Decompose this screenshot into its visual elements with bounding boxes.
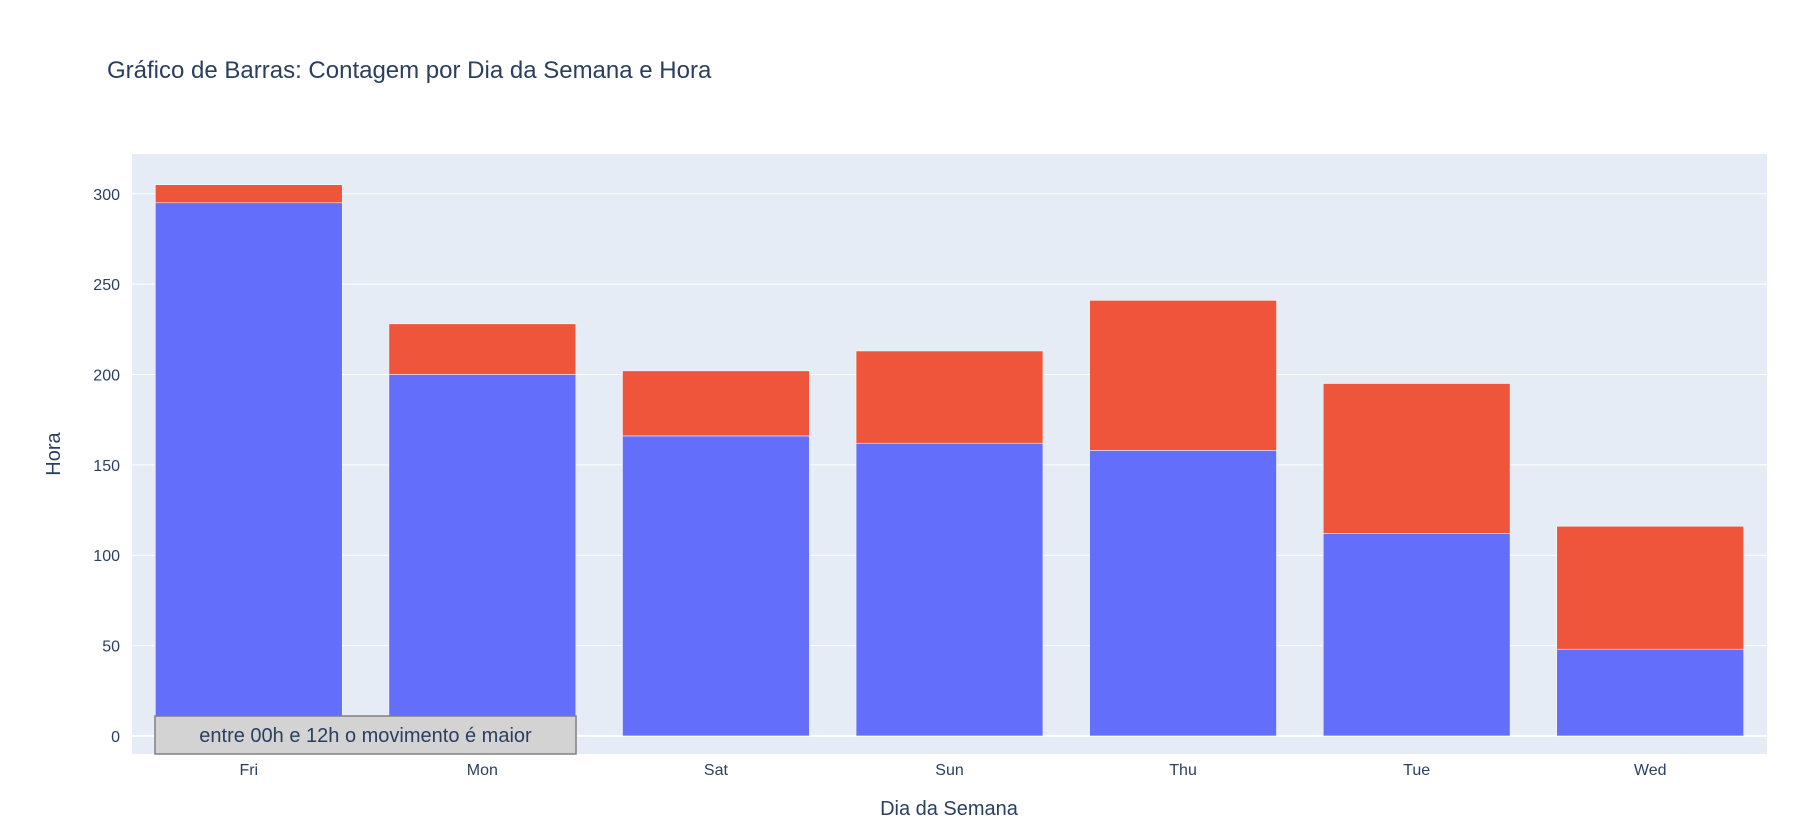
bar-segment[interactable]	[1556, 526, 1744, 650]
y-tick-label: 100	[93, 548, 120, 565]
x-tick-label: Fri	[239, 762, 258, 779]
bar-segment[interactable]	[855, 442, 1044, 737]
x-tick-label: Sun	[935, 762, 963, 779]
x-axis-ticks: Fri Mon Sat Sun Thu Tue Wed	[239, 762, 1666, 779]
bar-segment[interactable]	[155, 184, 343, 204]
y-tick-label: 150	[93, 458, 120, 475]
x-tick-label: Sat	[704, 762, 729, 779]
y-tick-label: 50	[102, 639, 120, 656]
bar-segment[interactable]	[622, 435, 810, 737]
y-tick-label: 300	[93, 187, 120, 204]
x-tick-label: Thu	[1169, 762, 1197, 779]
bar-segment[interactable]	[388, 323, 577, 375]
y-axis-title: Hora	[43, 431, 65, 475]
y-axis-ticks: 0 50 100 150 200 250 300	[93, 187, 120, 746]
bar-segment[interactable]	[155, 202, 343, 737]
bar-segment[interactable]	[388, 374, 577, 737]
bar-segment[interactable]	[1089, 450, 1277, 737]
bar-segment[interactable]	[622, 370, 810, 437]
bar-segment[interactable]	[1322, 533, 1511, 737]
annotation-box: entre 00h e 12h o movimento é maior	[154, 715, 577, 755]
chart-title: Gráfico de Barras: Contagem por Dia da S…	[107, 57, 712, 84]
bar-segment[interactable]	[1556, 648, 1744, 737]
y-tick-label: 200	[93, 367, 120, 384]
bar-segment[interactable]	[1089, 300, 1277, 451]
annotation-text: entre 00h e 12h o movimento é maior	[199, 725, 532, 747]
x-tick-label: Tue	[1403, 762, 1430, 779]
bar-segment[interactable]	[1322, 383, 1511, 534]
bars	[155, 184, 1744, 737]
x-tick-label: Mon	[467, 762, 498, 779]
y-tick-label: 0	[111, 729, 120, 746]
bar-segment[interactable]	[855, 350, 1044, 444]
x-axis-title: Dia da Semana	[880, 798, 1019, 820]
annotation-background	[154, 715, 577, 755]
x-tick-label: Wed	[1634, 762, 1667, 779]
y-tick-label: 250	[93, 277, 120, 294]
